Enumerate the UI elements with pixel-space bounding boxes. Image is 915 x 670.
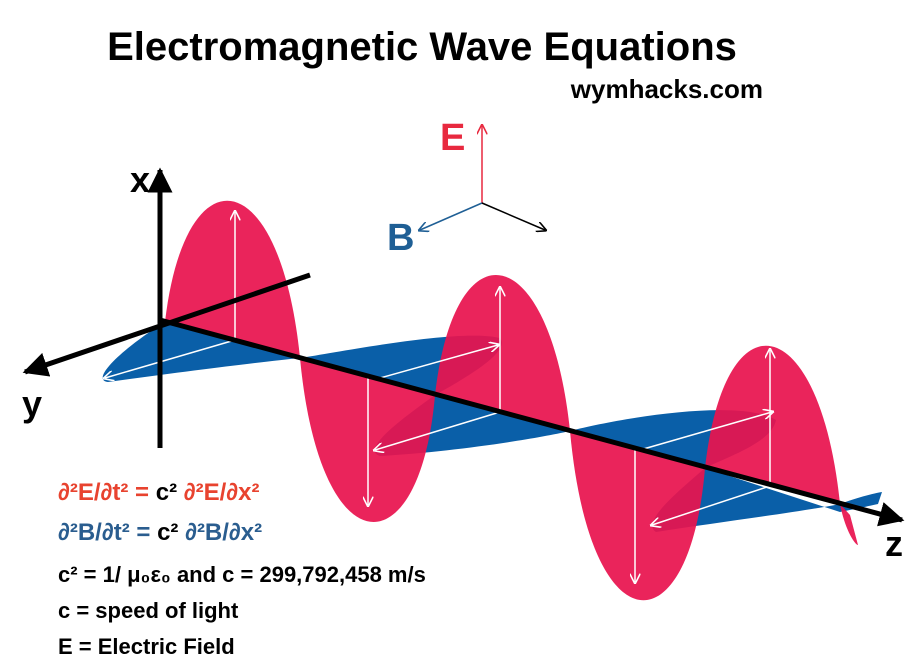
field-vectors — [105, 212, 772, 582]
z-axis-label: z — [885, 523, 903, 564]
title: Electromagnetic Wave Equations — [107, 25, 737, 69]
equation-rhs: ∂²B/∂x² — [185, 519, 262, 546]
equation-mid: c² — [157, 519, 178, 546]
x-axis-label: x — [130, 159, 150, 200]
electric-wave — [165, 200, 858, 601]
e-label: E — [440, 117, 465, 159]
b-label: B — [387, 217, 414, 259]
equation-rhs: ∂²E/∂x² — [184, 479, 260, 506]
equation: ∂²E/∂t² = c² ∂²E/∂x² — [58, 479, 259, 506]
equation-mid: c² — [156, 479, 177, 506]
equation-lhs: ∂²E/∂t² = — [58, 479, 149, 506]
note: E = Electric Field — [58, 634, 235, 659]
reference-frame — [420, 126, 545, 230]
axes — [22, 167, 905, 527]
note: c² = 1/ μ₀ε₀ and c = 299,792,458 m/s — [58, 562, 426, 587]
y-axis-label: y — [22, 383, 42, 424]
equation: ∂²B/∂t² = c² ∂²B/∂x² — [58, 519, 262, 546]
note: c = speed of light — [58, 598, 239, 623]
equation-lhs: ∂²B/∂t² = — [58, 519, 150, 546]
source: wymhacks.com — [570, 74, 763, 104]
